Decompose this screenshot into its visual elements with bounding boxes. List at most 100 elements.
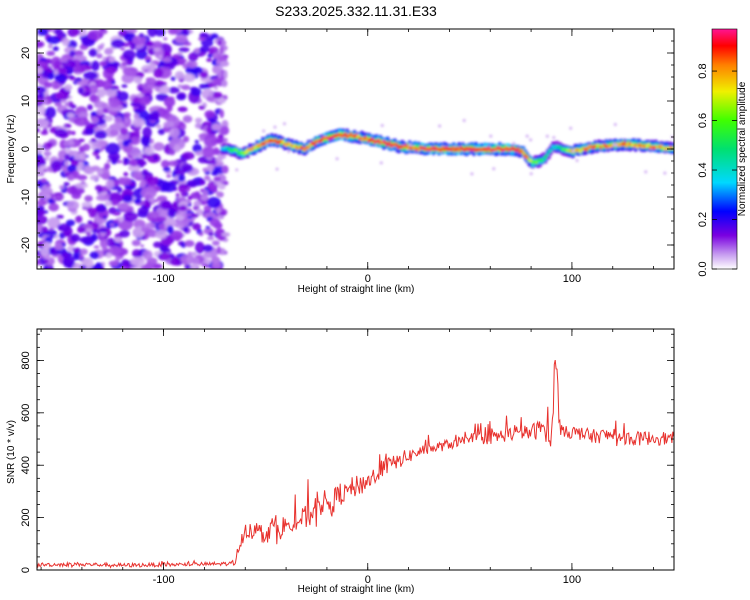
ridge-speck	[273, 125, 277, 129]
colorbar: 0.0 0.2 0.4 0.6 0.8 Normalized spectral ampl…	[697, 28, 748, 277]
noise-blob	[180, 192, 187, 197]
noise-blob	[142, 250, 153, 260]
noise-blob	[102, 79, 113, 92]
ridge-cell	[314, 140, 318, 144]
noise-blob	[109, 129, 120, 137]
ridge-cell	[648, 146, 652, 150]
y-tick-label: -10	[20, 189, 32, 205]
noise-blob	[37, 86, 47, 94]
noise-blob	[117, 91, 129, 102]
noise-blob	[166, 174, 172, 178]
ridge-cell	[360, 137, 364, 141]
noise-blob	[55, 194, 63, 200]
snr-x-label: Height of straight line (km)	[298, 584, 415, 595]
ridge-cell	[549, 148, 553, 152]
noise-blob	[96, 108, 105, 116]
noise-blob	[47, 198, 53, 204]
ridge-cell	[342, 133, 346, 137]
ridge-cell	[301, 147, 305, 151]
noise-blob	[104, 200, 112, 207]
noise-blob	[82, 143, 91, 151]
ridge-cell	[496, 146, 500, 150]
noise-blob	[90, 138, 97, 143]
ridge-speck	[569, 126, 573, 130]
noise-blob	[130, 136, 141, 146]
noise-blob	[68, 139, 74, 145]
noise-blob	[177, 174, 186, 182]
ridge-cell	[492, 145, 496, 151]
ridge-cell	[626, 142, 630, 146]
noise-blob	[167, 207, 176, 219]
y-tick-label: 200	[20, 508, 32, 526]
noise-blob	[105, 179, 115, 189]
ridge-cell	[542, 158, 546, 162]
ridge-cell	[476, 147, 480, 151]
ridge-speck	[462, 119, 466, 123]
noise-blob	[96, 88, 106, 98]
ridge-cell	[248, 147, 252, 151]
ridge-cell	[365, 137, 369, 141]
noise-blob	[45, 106, 57, 119]
noise-blob	[37, 128, 41, 133]
noise-blob	[219, 211, 226, 216]
noise-blob	[215, 160, 224, 167]
noise-blob	[67, 75, 75, 79]
noise-blob	[204, 175, 211, 181]
ridge-cell	[308, 143, 312, 147]
noise-blob	[131, 170, 145, 179]
noise-blob	[72, 247, 81, 253]
ridge-cell	[261, 142, 265, 146]
noise-blob	[163, 37, 168, 40]
ridge-cell	[246, 148, 250, 152]
ridge-cell	[312, 142, 316, 146]
ridge-cell	[562, 147, 566, 151]
ridge-cell	[336, 133, 340, 137]
noise-blob	[95, 203, 107, 213]
ridge-cell	[244, 150, 248, 154]
noise-blob	[170, 258, 179, 266]
noise-blob	[46, 50, 56, 56]
ridge-cell	[520, 149, 524, 153]
noise-blob	[192, 223, 202, 231]
ridge-cell	[354, 134, 358, 138]
colorbar-label: Normalized spectral amplitude	[737, 81, 748, 216]
ridge-cell	[327, 133, 331, 139]
noise-blob	[175, 34, 188, 44]
noise-blob	[102, 108, 109, 114]
noise-blob	[65, 219, 76, 227]
spectrogram-heatmap	[37, 29, 674, 269]
ridge-cell	[398, 145, 402, 149]
noise-blob	[207, 236, 215, 241]
ridge-cell	[621, 140, 625, 146]
ridge-cell	[277, 140, 281, 144]
noise-blob	[87, 220, 93, 224]
noise-blob	[61, 252, 69, 258]
ridge-cell	[391, 143, 395, 147]
ridge-cell	[478, 148, 481, 152]
noise-blob	[184, 240, 195, 247]
ridge-cell	[446, 147, 450, 151]
ridge-cell	[667, 146, 671, 150]
noise-blob	[211, 240, 220, 246]
noise-blob	[149, 62, 156, 69]
noise-blob	[95, 155, 101, 160]
noise-blob	[133, 112, 140, 120]
noise-blob	[37, 40, 45, 48]
ridge-speck	[571, 149, 575, 153]
ridge-cell	[623, 141, 627, 145]
ridge-cell	[466, 148, 470, 152]
noise-blob	[147, 211, 160, 218]
ridge-cell	[248, 148, 252, 154]
noise-blob	[118, 216, 124, 222]
ridge-cell	[340, 134, 344, 138]
ridge-cell	[533, 160, 537, 164]
ridge-cell	[402, 144, 406, 148]
noise-blob	[186, 179, 199, 187]
ridge-cell	[264, 139, 268, 143]
ridge-speck	[525, 134, 529, 138]
ridge-cell	[253, 146, 257, 150]
noise-blob	[54, 234, 59, 239]
ridge-cell	[643, 144, 647, 148]
snr-y-label: SNR (10 * v/v)	[6, 420, 17, 484]
noise-blob	[169, 137, 186, 151]
